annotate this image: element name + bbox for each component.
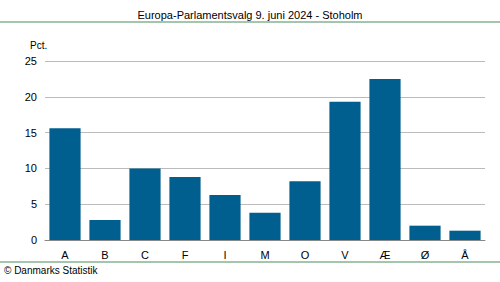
svg-text:25: 25: [25, 55, 37, 67]
svg-text:© Danmarks Statistik: © Danmarks Statistik: [4, 265, 99, 276]
svg-text:O: O: [301, 249, 310, 261]
svg-text:I: I: [223, 249, 226, 261]
svg-text:Ø: Ø: [421, 249, 430, 261]
svg-text:C: C: [141, 249, 149, 261]
svg-text:F: F: [182, 249, 189, 261]
svg-text:B: B: [101, 249, 108, 261]
svg-text:0: 0: [31, 234, 37, 246]
svg-text:V: V: [341, 249, 349, 261]
svg-text:Æ: Æ: [380, 249, 391, 261]
svg-text:Pct.: Pct.: [30, 40, 47, 51]
svg-text:20: 20: [25, 91, 37, 103]
svg-text:10: 10: [25, 162, 37, 174]
svg-text:5: 5: [31, 198, 37, 210]
svg-text:15: 15: [25, 127, 37, 139]
svg-text:Europa-Parlamentsvalg 9. juni: Europa-Parlamentsvalg 9. juni 2024 - Sto…: [137, 9, 362, 21]
svg-text:M: M: [260, 249, 269, 261]
svg-text:A: A: [61, 249, 69, 261]
svg-text:Å: Å: [461, 249, 469, 261]
